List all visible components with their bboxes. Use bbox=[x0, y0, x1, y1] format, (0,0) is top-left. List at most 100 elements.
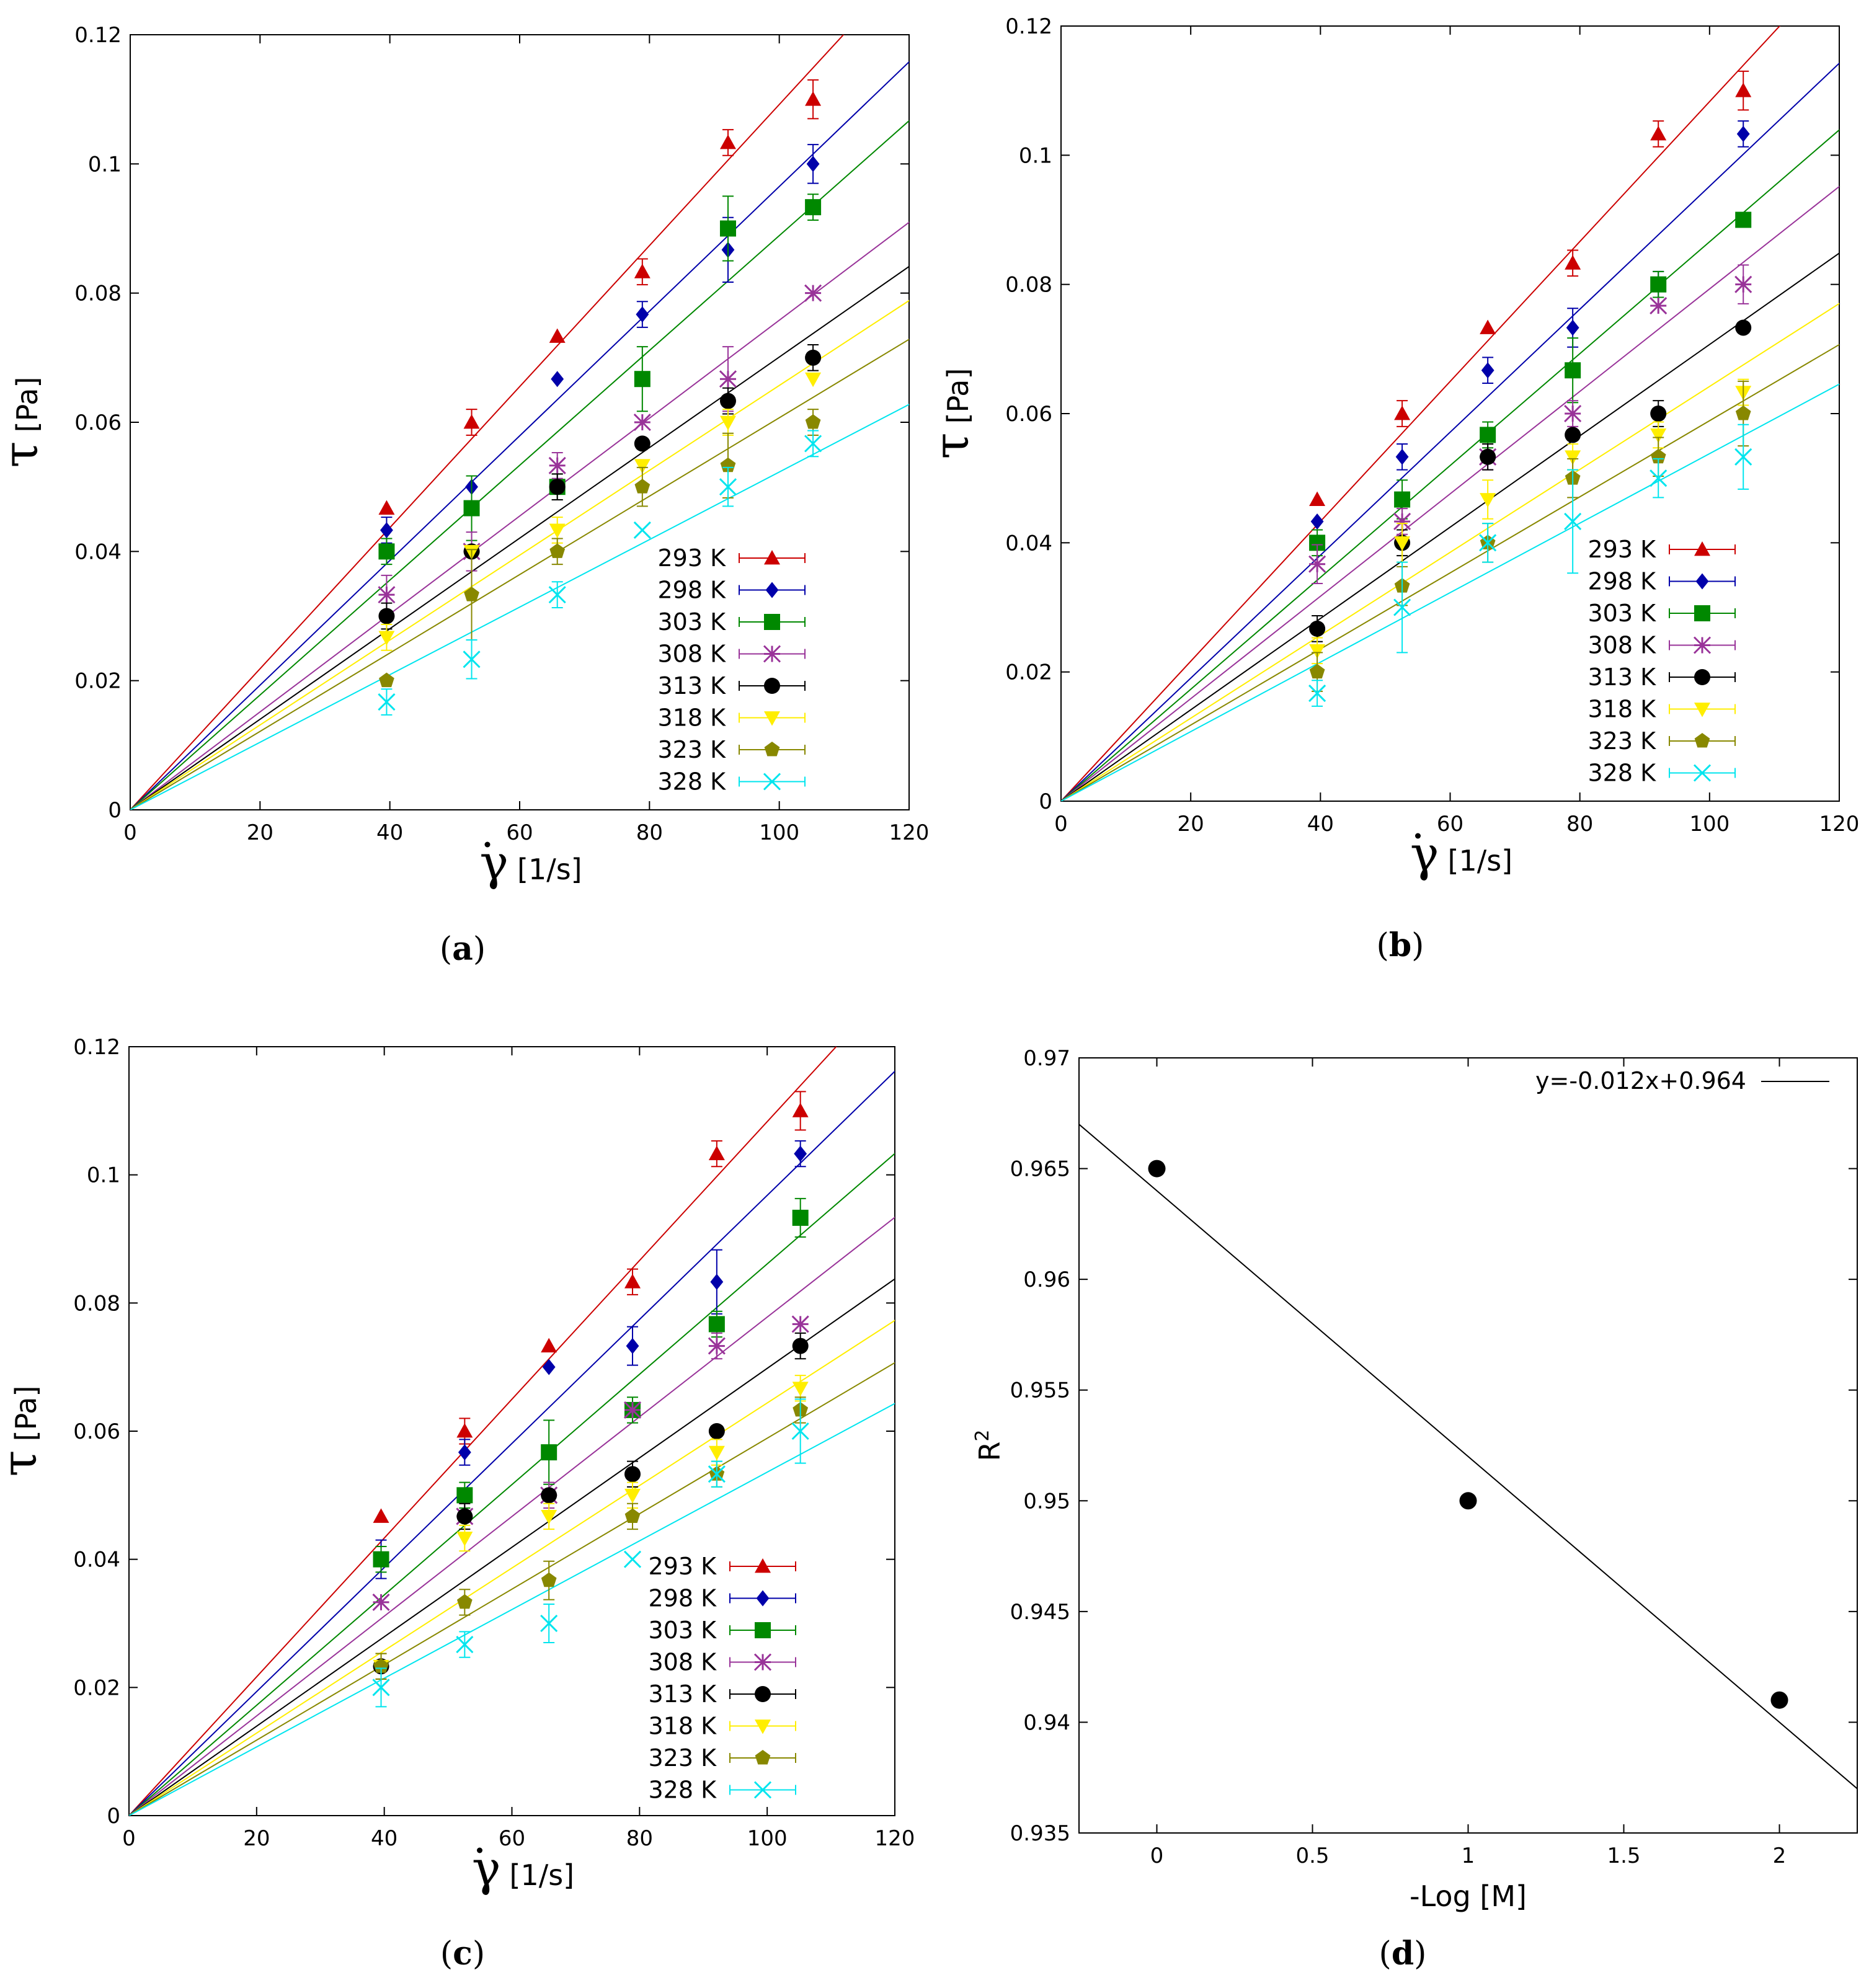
x-tick-label: 40 bbox=[1307, 812, 1334, 836]
x-tick-label: 0 bbox=[123, 820, 137, 845]
fit-line-323k bbox=[1061, 344, 1839, 801]
data-point bbox=[805, 349, 822, 366]
data-point bbox=[626, 1338, 639, 1354]
series-318k bbox=[373, 1375, 809, 1680]
x-axis-unit: [1/s] bbox=[510, 1858, 575, 1892]
legend-marker bbox=[764, 678, 780, 694]
legend-label: 303 K bbox=[657, 608, 726, 636]
x-tick-label: 20 bbox=[1178, 812, 1204, 836]
caption-close: ) bbox=[473, 1935, 485, 1972]
data-point bbox=[1735, 406, 1751, 420]
x-tick-label: 60 bbox=[499, 1826, 525, 1851]
data-point bbox=[719, 393, 736, 409]
fit-line-328k bbox=[129, 1403, 895, 1816]
y-axis-text: R bbox=[973, 1442, 1006, 1462]
gamma-dot bbox=[484, 841, 491, 848]
series-298k bbox=[375, 1140, 807, 1579]
y-tick-label: 0.1 bbox=[1019, 143, 1052, 168]
y-axis-unit: [Pa] bbox=[941, 368, 975, 424]
series-303k bbox=[378, 193, 822, 566]
series-293k bbox=[1309, 70, 1752, 506]
data-point bbox=[1736, 125, 1750, 142]
x-axis-label: γ [1/s] bbox=[479, 835, 582, 891]
series-328k bbox=[1308, 424, 1752, 707]
series-293k bbox=[378, 79, 822, 515]
y-tick-label: 0 bbox=[1039, 789, 1052, 814]
data-point bbox=[1734, 448, 1752, 466]
data-point bbox=[792, 1209, 809, 1226]
x-tick-label: 80 bbox=[626, 1826, 653, 1851]
legend-label: 298 K bbox=[657, 577, 726, 604]
data-point bbox=[794, 1145, 807, 1162]
data-point bbox=[373, 1508, 389, 1523]
data-point bbox=[1394, 536, 1411, 551]
y-tick-label: 0 bbox=[108, 798, 122, 823]
legend-marker bbox=[755, 1720, 771, 1734]
caption-open: ( bbox=[1379, 1935, 1392, 1972]
y-tick-label: 0.08 bbox=[1005, 273, 1052, 298]
data-point bbox=[541, 1510, 557, 1525]
fit-line-308k bbox=[130, 221, 909, 810]
y-axis-label: τ [Pa] bbox=[0, 377, 49, 468]
data-point bbox=[805, 199, 822, 216]
data-point bbox=[805, 372, 822, 388]
data-point bbox=[1650, 428, 1667, 443]
data-point bbox=[624, 1274, 641, 1289]
data-point bbox=[1309, 491, 1326, 506]
data-point bbox=[1394, 491, 1411, 508]
data-point bbox=[540, 1614, 558, 1633]
y-tick-label: 0.06 bbox=[1005, 402, 1052, 427]
data-point bbox=[1565, 450, 1581, 465]
x-tick-label: 120 bbox=[875, 1826, 915, 1851]
series-328k bbox=[372, 1398, 809, 1708]
x-axis-symbol: γ bbox=[479, 835, 508, 891]
legend-marker bbox=[764, 742, 780, 757]
data-point bbox=[463, 414, 480, 429]
legend: 293 K 298 K 303 K 308 K 313 K 318 K 323 K 328 K bbox=[648, 1553, 796, 1804]
data-point bbox=[549, 543, 566, 558]
data-point bbox=[710, 1274, 724, 1290]
fit-line-313k bbox=[130, 265, 909, 810]
data-point bbox=[1393, 598, 1411, 616]
data-point bbox=[1395, 448, 1409, 465]
data-point bbox=[719, 134, 736, 149]
data-point bbox=[1566, 319, 1579, 336]
data-point bbox=[1393, 512, 1411, 531]
caption-close: ) bbox=[473, 931, 486, 968]
chart-panel-a: 0 20 40 60 80 100 120 0 0.02 0.04 0.06 0.08 0.1 0.12 (… bbox=[0, 23, 929, 968]
y-tick-label: 0.02 bbox=[74, 669, 122, 694]
fit-line-303k bbox=[129, 1153, 895, 1816]
fit-line-328k bbox=[130, 404, 909, 810]
fit-line-313k bbox=[129, 1278, 895, 1816]
data-point bbox=[804, 284, 822, 302]
data-point bbox=[623, 1550, 642, 1568]
legend-label: 323 K bbox=[657, 736, 726, 763]
x-tick-label: 1 bbox=[1462, 1844, 1475, 1868]
x-tick-label: 40 bbox=[371, 1826, 397, 1851]
legend-marker bbox=[1694, 703, 1710, 717]
x-tick-label: 0 bbox=[1150, 1844, 1164, 1868]
legend-label: 313 K bbox=[657, 672, 726, 699]
legend-marker bbox=[764, 550, 780, 565]
data-point bbox=[551, 371, 564, 388]
legend-marker bbox=[765, 582, 779, 598]
data-point bbox=[1308, 684, 1326, 703]
series-323k bbox=[379, 409, 821, 688]
data-point bbox=[636, 306, 649, 323]
data-point bbox=[1734, 275, 1752, 293]
y-tick-label: 0.04 bbox=[73, 1548, 120, 1573]
fit-line-313k bbox=[1061, 252, 1839, 801]
x-tick-label: 120 bbox=[1819, 812, 1860, 836]
legend-marker bbox=[753, 1653, 772, 1671]
legend-marker bbox=[1694, 605, 1710, 621]
legend-label: 328 K bbox=[648, 1777, 717, 1804]
data-point bbox=[1394, 406, 1411, 420]
panel-caption: (b) bbox=[1377, 926, 1424, 964]
legend-marker bbox=[755, 1686, 771, 1702]
legend-label: 293 K bbox=[657, 544, 726, 572]
data-point bbox=[541, 1338, 557, 1352]
data-point bbox=[1480, 448, 1496, 465]
data-point bbox=[1650, 469, 1668, 487]
legend-marker bbox=[1694, 733, 1710, 748]
data-point bbox=[634, 435, 651, 452]
